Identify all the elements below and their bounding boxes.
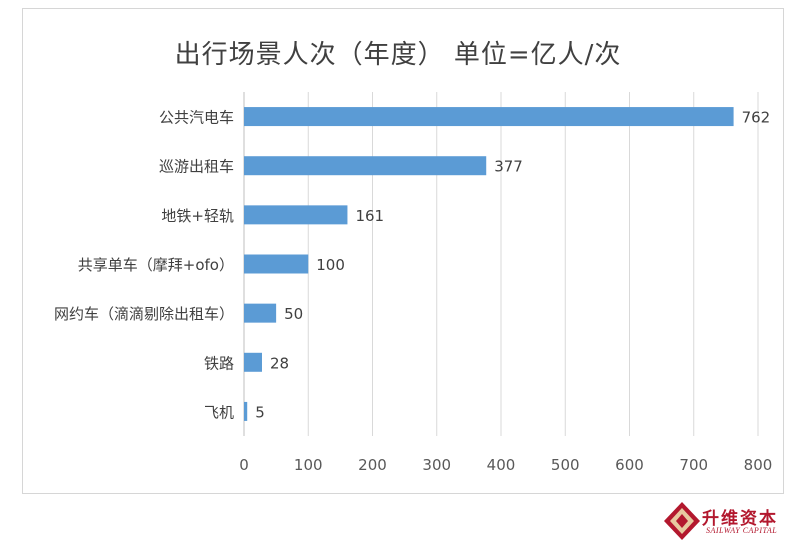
x-tick-label: 600 — [615, 456, 644, 474]
x-tick-label: 800 — [744, 456, 773, 474]
x-tick-label: 500 — [551, 456, 580, 474]
x-tick-label: 400 — [487, 456, 516, 474]
chart-title: 出行场景人次（年度） 单位=亿人/次 — [174, 40, 622, 70]
brand-logo: 升维资本 SAILWAY CAPITAL — [662, 500, 792, 542]
data-label: 28 — [270, 354, 289, 372]
chart-frame — [22, 8, 784, 494]
diamond-logo-icon — [664, 502, 700, 540]
category-label: 共享单车（摩拜+ofo） — [78, 256, 234, 274]
category-label: 地铁+轻轨 — [161, 207, 234, 225]
bar — [244, 401, 248, 421]
bar — [244, 156, 487, 176]
x-tick-label: 700 — [679, 456, 708, 474]
data-label: 5 — [255, 403, 265, 421]
category-label: 铁路 — [204, 354, 234, 372]
data-label: 100 — [316, 256, 345, 274]
category-label: 巡游出租车 — [159, 158, 234, 176]
category-label: 飞机 — [204, 403, 234, 421]
bar — [244, 352, 262, 372]
x-tick-label: 100 — [294, 456, 323, 474]
category-label: 网约车（滴滴剔除出租车） — [54, 305, 234, 323]
bar — [244, 107, 734, 127]
category-label: 公共汽电车 — [159, 109, 234, 127]
logo-text-en: SAILWAY CAPITAL — [706, 526, 778, 535]
x-tick-label: 200 — [358, 456, 387, 474]
data-label: 377 — [494, 158, 523, 176]
bar — [244, 254, 309, 274]
x-tick-label: 300 — [422, 456, 451, 474]
logo-text-cn: 升维资本 — [702, 509, 778, 529]
data-label: 161 — [355, 207, 384, 225]
bar — [244, 303, 277, 323]
bar — [244, 205, 348, 225]
data-label: 50 — [284, 305, 303, 323]
x-tick-label: 0 — [239, 456, 249, 474]
data-label: 762 — [742, 109, 771, 127]
